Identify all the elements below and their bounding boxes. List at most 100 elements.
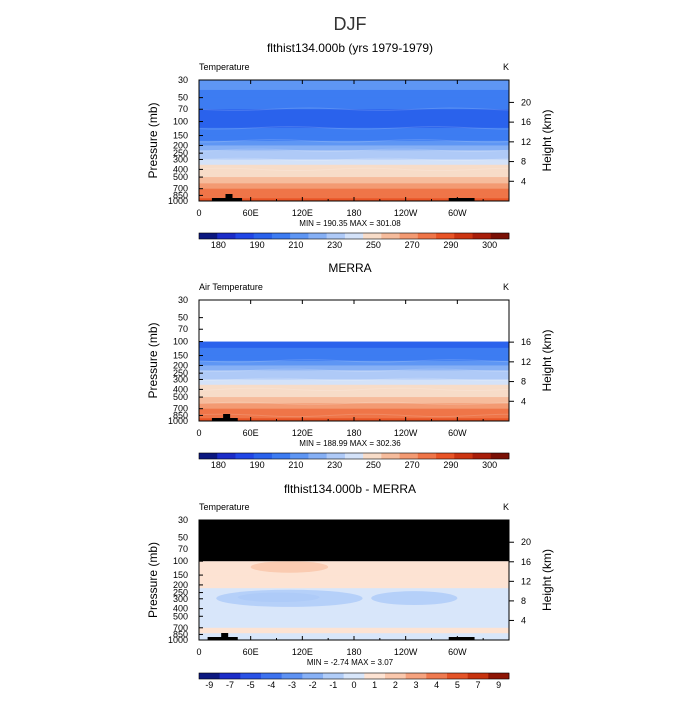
contour-band bbox=[199, 140, 509, 147]
min-max-label: MIN = -2.74 MAX = 3.07 bbox=[307, 658, 394, 667]
y-tick-label: 70 bbox=[178, 544, 188, 554]
x-tick-label: 120W bbox=[394, 428, 418, 438]
y-tick-label: 200 bbox=[173, 360, 188, 370]
colorbar-swatch bbox=[344, 453, 364, 459]
colorbar-swatch bbox=[436, 453, 455, 459]
colorbar-label: 9 bbox=[496, 680, 501, 690]
contour-band bbox=[199, 89, 509, 99]
colorbar-swatch bbox=[467, 673, 489, 679]
y-tick-label: 50 bbox=[178, 313, 188, 323]
x-tick-label: 60E bbox=[243, 208, 259, 218]
colorbar-label: 180 bbox=[211, 460, 226, 470]
colorbar-swatch bbox=[381, 453, 400, 459]
y-tick-label: 70 bbox=[178, 324, 188, 334]
contour-band bbox=[199, 127, 509, 137]
units-label: K bbox=[503, 282, 509, 292]
colorbar-label: 230 bbox=[327, 460, 342, 470]
y-tick-label: 700 bbox=[173, 623, 188, 633]
x-tick-label: 60W bbox=[448, 647, 467, 657]
x-tick-label: 180 bbox=[346, 647, 361, 657]
colorbar-swatch bbox=[472, 233, 492, 239]
colorbar-label: 210 bbox=[288, 240, 303, 250]
x-tick-label: 120E bbox=[292, 208, 313, 218]
colorbar: 180 190 210 230 250 270 290 300 bbox=[198, 232, 510, 250]
contour-band bbox=[199, 408, 509, 416]
x-tick-label: 60E bbox=[243, 428, 259, 438]
colorbar-label: 190 bbox=[250, 240, 265, 250]
y-tick-label: 100 bbox=[173, 337, 188, 347]
anomaly-band bbox=[199, 575, 509, 589]
contour-band bbox=[199, 159, 509, 166]
colorbar-swatch bbox=[364, 673, 386, 679]
height-tick-label: 16 bbox=[521, 117, 531, 127]
colorbar-label: 190 bbox=[250, 460, 265, 470]
colorbar-swatch bbox=[235, 453, 255, 459]
y-tick-label: 400 bbox=[173, 384, 188, 394]
contour-band bbox=[199, 347, 509, 357]
y-tick-label: 30 bbox=[178, 75, 188, 85]
contour-band bbox=[199, 355, 509, 362]
colorbar-label: 300 bbox=[482, 460, 497, 470]
colorbar-swatch bbox=[363, 233, 382, 239]
x-tick-label: 180 bbox=[346, 208, 361, 218]
colorbar-label: -4 bbox=[267, 680, 275, 690]
colorbar-label: -1 bbox=[329, 680, 337, 690]
height-tick-label: 12 bbox=[521, 357, 531, 367]
panel-title: MERRA bbox=[328, 261, 371, 275]
contour-band bbox=[199, 183, 509, 190]
x-tick-label: 60W bbox=[448, 208, 467, 218]
colorbar-label: 270 bbox=[405, 240, 420, 250]
height-tick-label: 12 bbox=[521, 576, 531, 586]
colorbar-swatch bbox=[472, 453, 492, 459]
anomaly-band bbox=[199, 627, 509, 634]
contour-band bbox=[199, 121, 509, 129]
x-tick-label: 0 bbox=[196, 647, 201, 657]
colorbar-frame bbox=[198, 672, 510, 680]
y-tick-label: 30 bbox=[178, 515, 188, 525]
colorbar-label: 230 bbox=[327, 240, 342, 250]
contour-band bbox=[199, 145, 509, 151]
topography-mask bbox=[225, 194, 233, 199]
topography-mask bbox=[448, 198, 475, 201]
height-tick-label: 4 bbox=[521, 176, 526, 186]
contour-line bbox=[199, 387, 509, 392]
y-tick-label: 850 bbox=[173, 629, 188, 639]
y-tick-label: 50 bbox=[178, 532, 188, 542]
x-tick-label: 0 bbox=[196, 208, 201, 218]
variable-label: Temperature bbox=[199, 502, 250, 512]
colorbar-swatch bbox=[405, 673, 427, 679]
colorbar-swatch bbox=[235, 233, 255, 239]
contour-band bbox=[199, 370, 509, 376]
height-tick-label: 20 bbox=[521, 537, 531, 547]
colorbar-swatch bbox=[281, 673, 303, 679]
colorbar-swatch bbox=[217, 233, 236, 239]
colorbar-label: 290 bbox=[443, 240, 458, 250]
y-tick-label: 850 bbox=[173, 190, 188, 200]
right-axis-label: Height (km) bbox=[540, 329, 554, 391]
colorbar-label: 270 bbox=[405, 460, 420, 470]
height-tick-label: 8 bbox=[521, 377, 526, 387]
anomaly-feature bbox=[250, 561, 329, 573]
colorbar-swatch bbox=[302, 673, 324, 679]
colorbar-swatch bbox=[399, 453, 419, 459]
contour-field bbox=[199, 341, 509, 421]
x-tick-label: 0 bbox=[196, 428, 201, 438]
contour-band bbox=[199, 109, 509, 123]
min-max-label: MIN = 190.35 MAX = 301.08 bbox=[299, 219, 401, 228]
y-axis-label: Pressure (mb) bbox=[146, 102, 160, 178]
colorbar-swatch bbox=[290, 233, 309, 239]
contour-line bbox=[199, 377, 509, 382]
colorbar-swatch bbox=[271, 453, 291, 459]
panel-model: flthist134.000b (yrs 1979-1979) Temperatu… bbox=[146, 41, 554, 250]
colorbar-label: -2 bbox=[309, 680, 317, 690]
contour-line bbox=[199, 139, 509, 143]
height-tick-label: 16 bbox=[521, 337, 531, 347]
y-tick-label: 700 bbox=[173, 184, 188, 194]
y-tick-label: 70 bbox=[178, 104, 188, 114]
x-tick-label: 180 bbox=[346, 428, 361, 438]
y-tick-label: 250 bbox=[173, 368, 188, 378]
y-tick-label: 200 bbox=[173, 140, 188, 150]
colorbar-swatch bbox=[290, 453, 309, 459]
colorbar-swatch bbox=[343, 673, 365, 679]
x-tick-label: 60E bbox=[243, 647, 259, 657]
